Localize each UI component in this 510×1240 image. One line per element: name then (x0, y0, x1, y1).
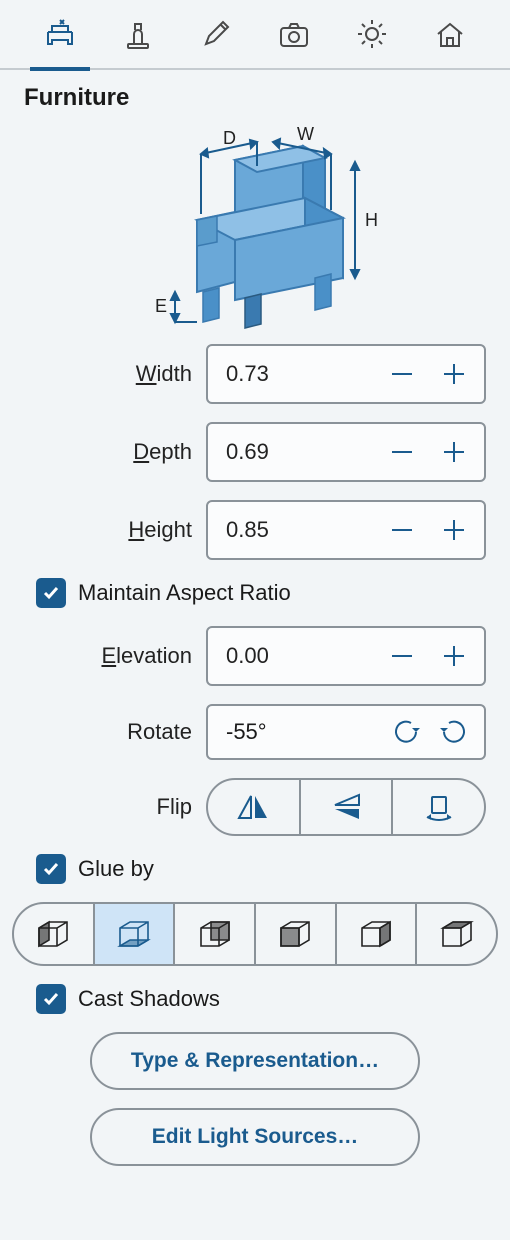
glue-options (12, 902, 498, 966)
section-title: Furniture (0, 70, 510, 112)
camera-tab[interactable] (264, 0, 324, 69)
depth-input[interactable]: 0.69 (206, 422, 486, 482)
elevation-input[interactable]: 0.00 (206, 626, 486, 686)
edit-light-sources-button[interactable]: Edit Light Sources… (90, 1108, 420, 1166)
flip-horizontal-button[interactable] (208, 780, 299, 834)
flip-vertical-button[interactable] (299, 780, 392, 834)
rotate-input[interactable]: -55° (206, 704, 486, 760)
rotate-ccw-button[interactable] (430, 708, 478, 756)
svg-text:E: E (155, 296, 167, 316)
type-representation-button[interactable]: Type & Representation… (90, 1032, 420, 1090)
elevation-value[interactable]: 0.00 (226, 643, 376, 669)
depth-value[interactable]: 0.69 (226, 439, 376, 465)
elevation-label: Elevation (24, 643, 192, 669)
depth-increment[interactable] (428, 426, 480, 478)
depth-label: Depth (24, 439, 192, 465)
glue-back[interactable] (173, 904, 254, 964)
height-label: Height (24, 517, 192, 543)
glue-checkbox[interactable] (36, 854, 66, 884)
tab-bar (0, 0, 510, 70)
width-label: Width (24, 361, 192, 387)
elevation-increment[interactable] (428, 630, 480, 682)
depth-decrement[interactable] (376, 426, 428, 478)
edit-tab[interactable] (186, 0, 246, 69)
style-tab[interactable] (108, 0, 168, 69)
aspect-ratio-checkbox[interactable] (36, 578, 66, 608)
glue-bottom[interactable] (93, 904, 174, 964)
width-decrement[interactable] (376, 348, 428, 400)
height-decrement[interactable] (376, 504, 428, 556)
rotate-value[interactable]: -55° (226, 719, 382, 745)
shadows-checkbox[interactable] (36, 984, 66, 1014)
furniture-preview: D W H E (0, 112, 510, 344)
svg-text:W: W (297, 124, 314, 144)
shadows-label: Cast Shadows (78, 986, 220, 1012)
height-value[interactable]: 0.85 (226, 517, 376, 543)
height-input[interactable]: 0.85 (206, 500, 486, 560)
glue-front[interactable] (254, 904, 335, 964)
svg-text:H: H (365, 210, 378, 230)
width-value[interactable]: 0.73 (226, 361, 376, 387)
flip-3d-button[interactable] (391, 780, 484, 834)
rotate-label: Rotate (24, 719, 192, 745)
light-tab[interactable] (342, 0, 402, 69)
furniture-tab[interactable] (30, 0, 90, 69)
height-increment[interactable] (428, 504, 480, 556)
glue-right[interactable] (335, 904, 416, 964)
glue-left[interactable] (14, 904, 93, 964)
glue-label: Glue by (78, 856, 154, 882)
svg-text:D: D (223, 128, 236, 148)
home-tab[interactable] (420, 0, 480, 69)
rotate-cw-button[interactable] (382, 708, 430, 756)
aspect-ratio-label: Maintain Aspect Ratio (78, 580, 291, 606)
flip-label: Flip (24, 794, 192, 820)
elevation-decrement[interactable] (376, 630, 428, 682)
width-increment[interactable] (428, 348, 480, 400)
width-input[interactable]: 0.73 (206, 344, 486, 404)
flip-group (206, 778, 486, 836)
glue-top[interactable] (415, 904, 496, 964)
